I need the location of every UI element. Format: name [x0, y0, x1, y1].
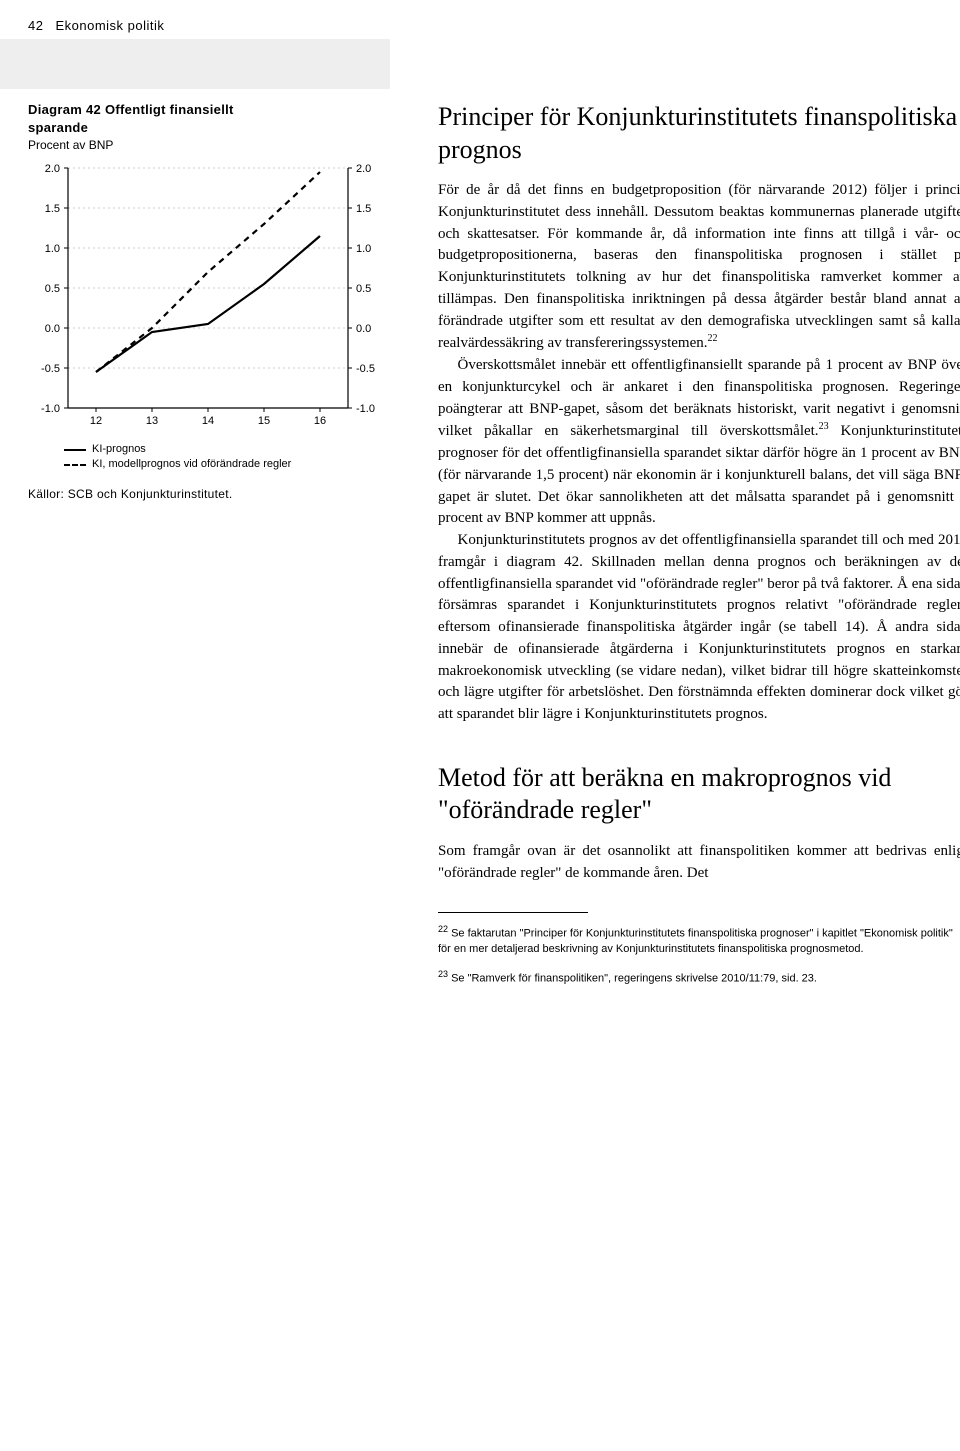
figure-column: Diagram 42 Offentligt finansiellt sparan… — [28, 89, 408, 997]
svg-text:0.0: 0.0 — [45, 323, 60, 335]
svg-text:1.0: 1.0 — [45, 243, 60, 255]
svg-text:2.0: 2.0 — [45, 163, 60, 175]
paragraph-text: För de år då det finns en budgetproposit… — [438, 182, 960, 351]
body-text-block: Som framgår ovan är det osannolikt att f… — [438, 841, 960, 885]
figure-title: Diagram 42 Offentligt finansiellt sparan… — [28, 101, 408, 136]
page-number: 42 — [28, 18, 43, 33]
paragraph: För de år då det finns en budgetproposit… — [438, 180, 960, 355]
svg-text:1.5: 1.5 — [45, 203, 60, 215]
legend-label: KI-prognos — [92, 442, 146, 457]
footnote-number: 23 — [438, 969, 448, 979]
footnotes-block: 22 Se faktarutan "Principer för Konjunkt… — [438, 923, 960, 986]
line-chart: 2.0 2.0 1.5 1.5 1.0 1.0 0.5 0.5 0.0 0.0 -0.5 -0.5 -1… — [28, 158, 388, 438]
header-shaded-band — [0, 39, 390, 89]
chapter-title: Ekonomisk politik — [55, 18, 164, 33]
paragraph: Konjunkturinstitutets prognos av det off… — [438, 530, 960, 726]
chart-legend: KI-prognos KI, modellprognos vid oföränd… — [28, 442, 408, 473]
svg-text:16: 16 — [314, 415, 326, 427]
footnote-text: Se "Ramverk för finanspolitiken", regeri… — [448, 972, 817, 984]
footnote-ref: 22 — [707, 333, 717, 344]
svg-text:0.5: 0.5 — [356, 283, 371, 295]
svg-text:1.0: 1.0 — [356, 243, 371, 255]
footnote: 23 Se "Ramverk för finanspolitiken", reg… — [438, 968, 960, 987]
section-heading: Metod för att beräkna en makroprognos vi… — [438, 762, 960, 827]
paragraph: Som framgår ovan är det osannolikt att f… — [438, 841, 960, 885]
paragraph-text: Konjunkturinstitutets prognos av det off… — [438, 532, 960, 722]
running-header: 42 Ekonomisk politik — [0, 0, 960, 39]
svg-text:-0.5: -0.5 — [356, 363, 375, 375]
svg-text:15: 15 — [258, 415, 270, 427]
footnote: 22 Se faktarutan "Principer för Konjunkt… — [438, 923, 960, 957]
svg-text:2.0: 2.0 — [356, 163, 371, 175]
footnote-separator — [438, 912, 588, 913]
svg-text:-1.0: -1.0 — [41, 403, 60, 415]
footnote-text: Se faktarutan "Principer för Konjunkturi… — [438, 928, 953, 955]
footnote-ref: 23 — [819, 421, 829, 432]
svg-text:13: 13 — [146, 415, 158, 427]
paragraph: Överskottsmålet innebär ett offentligfin… — [438, 355, 960, 530]
legend-swatch-dashed — [64, 464, 86, 466]
legend-swatch-solid — [64, 449, 86, 451]
figure-title-line1: Diagram 42 Offentligt finansiellt — [28, 102, 234, 117]
svg-text:12: 12 — [90, 415, 102, 427]
svg-text:-1.0: -1.0 — [356, 403, 375, 415]
legend-item: KI, modellprognos vid oförändrade regler — [64, 457, 408, 472]
svg-text:14: 14 — [202, 415, 214, 427]
svg-text:0.0: 0.0 — [356, 323, 371, 335]
svg-text:-0.5: -0.5 — [41, 363, 60, 375]
legend-label: KI, modellprognos vid oförändrade regler — [92, 457, 291, 472]
section-heading: Principer för Konjunkturinstitutets fina… — [438, 101, 960, 166]
svg-text:1.5: 1.5 — [356, 203, 371, 215]
figure-subtitle: Procent av BNP — [28, 138, 408, 152]
paragraph-text: Som framgår ovan är det osannolikt att f… — [438, 843, 960, 881]
figure-source: Källor: SCB och Konjunkturinstitutet. — [28, 487, 408, 501]
text-column: Principer för Konjunkturinstitutets fina… — [438, 89, 960, 997]
svg-text:0.5: 0.5 — [45, 283, 60, 295]
footnote-number: 22 — [438, 924, 448, 934]
body-text-block: För de år då det finns en budgetproposit… — [438, 180, 960, 726]
figure-title-line2: sparande — [28, 120, 88, 135]
legend-item: KI-prognos — [64, 442, 408, 457]
